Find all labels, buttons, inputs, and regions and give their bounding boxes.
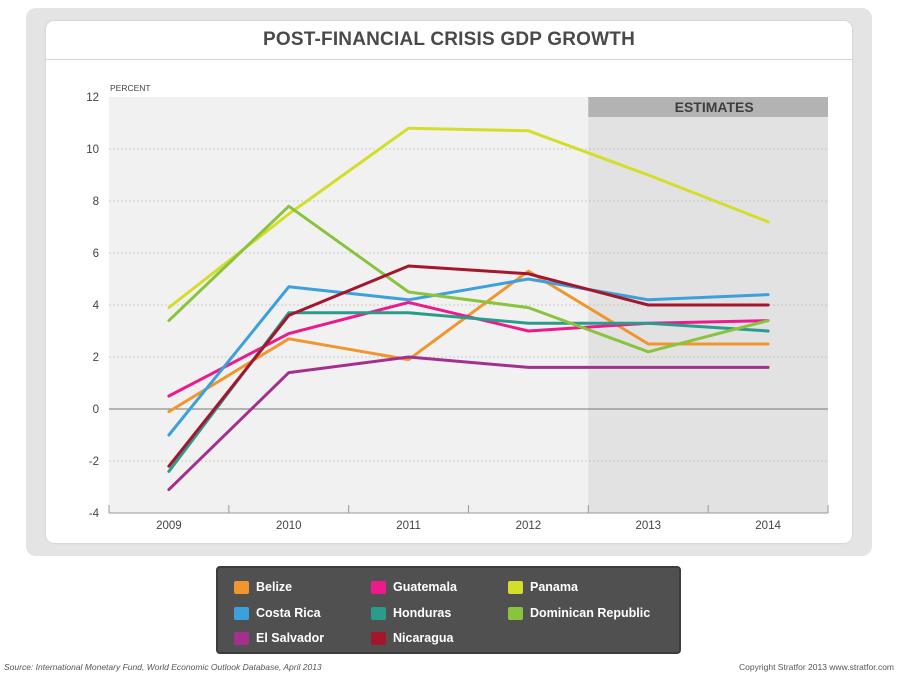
- legend-item-dominican-republic: Dominican Republic: [508, 604, 650, 622]
- series-line-el-salvador: [167, 355, 770, 492]
- y-tick-label: 2: [93, 352, 99, 364]
- legend-item-costa-rica: Costa Rica: [234, 604, 321, 622]
- series-line-dominican-republic: [167, 204, 770, 354]
- chart-legend: Belize Guatemala Panama Costa Rica Hondu…: [216, 566, 681, 654]
- legend-item-el-salvador: El Salvador: [234, 629, 324, 647]
- legend-swatch-honduras: [371, 606, 386, 620]
- legend-swatch-panama: [508, 580, 523, 594]
- legend-label-belize: Belize: [256, 580, 293, 594]
- x-tick-label: 2010: [276, 520, 302, 532]
- y-axis-label: PERCENT: [110, 83, 151, 93]
- x-tick-label: 2014: [755, 520, 781, 532]
- y-tick-label: 6: [93, 248, 99, 260]
- legend-item-guatemala: Guatemala: [371, 578, 457, 596]
- chart-title: POST-FINANCIAL CRISIS GDP GROWTH: [46, 21, 852, 60]
- series-line-costa-rica: [167, 277, 770, 437]
- legend-label-panama: Panama: [530, 580, 578, 594]
- y-tick-label: 4: [93, 300, 100, 312]
- legend-label-dominican-republic: Dominican Republic: [530, 606, 651, 620]
- chart-frame: POST-FINANCIAL CRISIS GDP GROWTH ESTIMAT…: [26, 8, 872, 556]
- legend-swatch-costa-rica: [234, 606, 249, 620]
- x-tick-label: 2013: [635, 520, 661, 532]
- x-tick-label: 2012: [516, 520, 542, 532]
- x-tick-label: 2011: [396, 520, 421, 532]
- y-tick-label: -4: [89, 508, 100, 520]
- legend-swatch-el-salvador: [234, 631, 249, 645]
- legend-label-nicaragua: Nicaragua: [393, 631, 454, 645]
- y-tick-label: 12: [86, 92, 99, 104]
- legend-label-el-salvador: El Salvador: [256, 631, 325, 645]
- copyright-note: Copyright Stratfor 2013 www.stratfor.com: [739, 662, 894, 672]
- y-tick-label: -2: [89, 456, 99, 468]
- legend-item-panama: Panama: [508, 578, 578, 596]
- legend-swatch-guatemala: [371, 580, 386, 594]
- legend-swatch-dominican-republic: [508, 606, 523, 620]
- legend-label-honduras: Honduras: [393, 606, 452, 620]
- legend-item-nicaragua: Nicaragua: [371, 629, 453, 647]
- y-tick-label: 10: [86, 144, 99, 156]
- series-line-nicaragua: [167, 264, 770, 468]
- legend-label-guatemala: Guatemala: [393, 580, 457, 594]
- y-tick-label: 8: [93, 196, 99, 208]
- legend-swatch-belize: [234, 580, 249, 594]
- source-note: Source: International Monetary Fund, Wor…: [4, 662, 322, 672]
- y-tick-label: 0: [93, 404, 99, 416]
- estimates-label: ESTIMATES: [675, 99, 754, 115]
- series-line-panama: [167, 126, 770, 310]
- line-chart: ESTIMATES 12 10 8 6 4 2 0 -2 -4 PERCENT 2009 2010 201…: [86, 83, 829, 532]
- legend-swatch-nicaragua: [371, 631, 386, 645]
- legend-label-costa-rica: Costa Rica: [256, 606, 321, 620]
- legend-item-belize: Belize: [234, 578, 292, 596]
- legend-item-honduras: Honduras: [371, 604, 451, 622]
- x-tick-label: 2009: [156, 520, 182, 532]
- estimates-header: [588, 97, 828, 117]
- chart-card: POST-FINANCIAL CRISIS GDP GROWTH ESTIMAT…: [46, 21, 852, 543]
